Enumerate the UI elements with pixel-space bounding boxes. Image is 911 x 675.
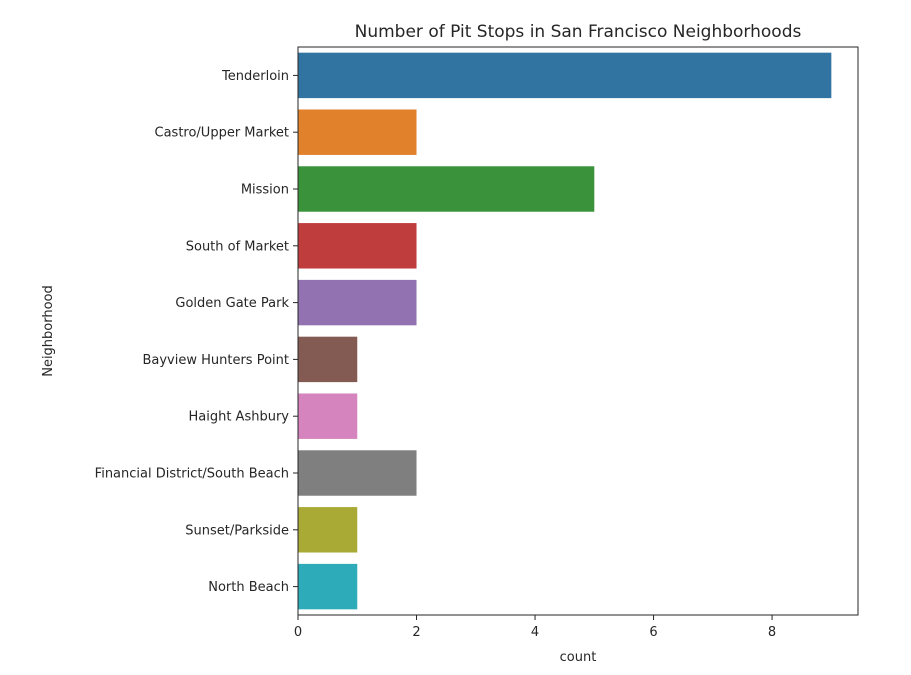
bar-mission (298, 166, 595, 212)
x-axis-ticks: 0 2 4 6 8 (294, 615, 776, 640)
bar-tenderloin (298, 52, 832, 99)
y-tick-label: Bayview Hunters Point (142, 353, 289, 368)
x-tick-label: 6 (649, 625, 657, 640)
x-tick-label: 4 (531, 625, 539, 640)
bar-north-beach (298, 563, 358, 610)
x-tick-label: 0 (294, 625, 302, 640)
bar-haight-ashbury (298, 393, 358, 439)
y-tick-label: North Beach (208, 580, 289, 595)
bar-golden-gate-park (298, 279, 417, 326)
bars-group (298, 52, 832, 610)
bar-bayview-hunters-point (298, 336, 358, 383)
y-tick-label: South of Market (186, 239, 289, 254)
y-axis-label: Neighborhood (41, 285, 56, 377)
y-tick-label: Sunset/Parkside (185, 523, 289, 538)
y-tick-label: Castro/Upper Market (155, 126, 290, 141)
x-tick-label: 2 (412, 625, 420, 640)
plot-frame (297, 46, 859, 616)
y-tick-label: Golden Gate Park (175, 296, 289, 311)
bar-sunset-parkside (298, 507, 358, 553)
x-axis-label: count (560, 650, 597, 665)
y-axis-ticks: Tenderloin Castro/Upper Market Mission Sout… (95, 69, 298, 595)
y-tick-label: Tenderloin (221, 69, 289, 84)
chart-title: Number of Pit Stops in San Francisco Nei… (355, 22, 802, 42)
y-tick-label: Financial District/South Beach (95, 467, 289, 482)
bar-south-of-market (298, 223, 417, 269)
y-tick-label: Haight Ashbury (188, 410, 289, 425)
y-tick-label: Mission (241, 183, 289, 198)
x-tick-label: 8 (768, 625, 776, 640)
bar-financial-district-south-beach (298, 450, 417, 496)
bar-castro-upper-market (298, 109, 417, 155)
